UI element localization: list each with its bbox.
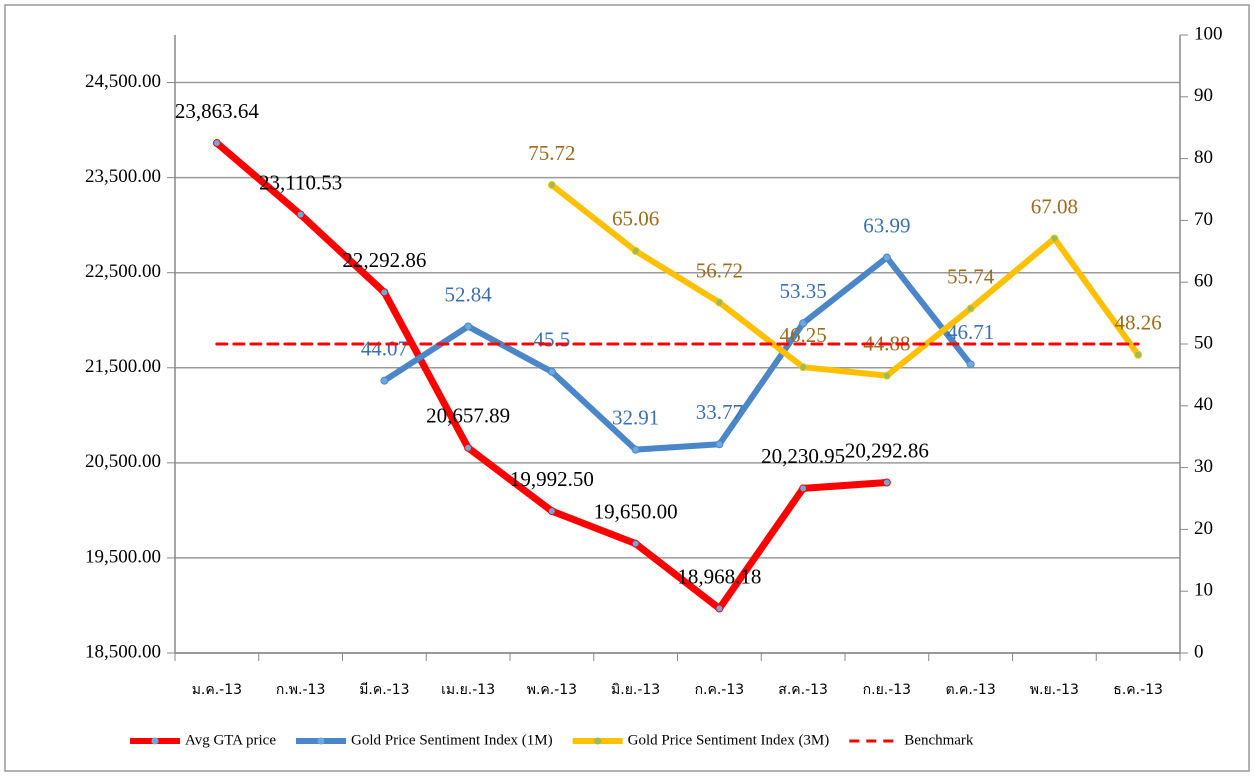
x-tick-label: เม.ย.-13 bbox=[441, 682, 495, 698]
point bbox=[882, 371, 891, 380]
x-tick-label: พ.ย.-13 bbox=[1030, 682, 1079, 698]
y2-tick-label: 40 bbox=[1194, 394, 1213, 415]
legend-label: Benchmark bbox=[904, 732, 974, 748]
point bbox=[715, 298, 724, 307]
x-tick-label: ก.ค.-13 bbox=[695, 682, 745, 698]
y-tick-label: 18,500.00 bbox=[85, 641, 161, 662]
point bbox=[464, 443, 473, 452]
point bbox=[631, 445, 640, 454]
y-tick-label: 23,500.00 bbox=[85, 166, 161, 187]
point bbox=[966, 304, 975, 313]
y-tick-label: 19,500.00 bbox=[85, 546, 161, 567]
y2-tick-label: 20 bbox=[1194, 518, 1213, 539]
point bbox=[882, 478, 891, 487]
data-label: 44.07 bbox=[361, 336, 408, 360]
data-label: 33.77 bbox=[696, 400, 743, 424]
chart-frame bbox=[4, 4, 1250, 772]
data-label: 56.72 bbox=[696, 258, 743, 282]
y2-tick-label: 30 bbox=[1194, 456, 1213, 477]
point bbox=[1050, 234, 1059, 243]
point bbox=[799, 484, 808, 493]
x-tick-label: ม.ค.-13 bbox=[192, 682, 242, 698]
x-tick-label: ธ.ค.-13 bbox=[1113, 682, 1163, 698]
x-tick-label: ก.ย.-13 bbox=[863, 682, 911, 698]
point bbox=[715, 604, 724, 613]
data-label: 52.84 bbox=[445, 282, 493, 306]
y2-tick-label: 60 bbox=[1194, 271, 1213, 292]
x-tick-label: พ.ค.-13 bbox=[527, 682, 577, 698]
point bbox=[296, 210, 305, 219]
point bbox=[464, 322, 473, 331]
y-tick-label: 20,500.00 bbox=[85, 451, 161, 472]
point bbox=[547, 181, 556, 190]
point bbox=[547, 507, 556, 516]
x-tick-label: มิ.ย.-13 bbox=[611, 682, 660, 698]
point bbox=[966, 360, 975, 369]
point bbox=[1134, 350, 1143, 359]
x-tick-label: ต.ค.-13 bbox=[946, 682, 996, 698]
data-label: 20,657.89 bbox=[426, 404, 510, 428]
point bbox=[882, 253, 891, 262]
legend-marker bbox=[594, 737, 602, 745]
y2-tick-label: 0 bbox=[1194, 641, 1204, 662]
x-tick-label: ส.ค.-13 bbox=[778, 682, 828, 698]
legend-label: Avg GTA price bbox=[185, 732, 276, 748]
data-label: 18,968.18 bbox=[677, 564, 761, 588]
data-label: 65.06 bbox=[612, 207, 659, 231]
data-label: 45.5 bbox=[534, 328, 571, 352]
data-label: 23,863.64 bbox=[175, 99, 260, 123]
y2-tick-label: 50 bbox=[1194, 332, 1213, 353]
data-label: 55.74 bbox=[947, 264, 995, 288]
data-label: 19,992.50 bbox=[510, 467, 594, 491]
data-label: 48.26 bbox=[1115, 311, 1162, 335]
y-tick-label: 22,500.00 bbox=[85, 261, 161, 282]
data-label: 20,230.95 bbox=[761, 444, 845, 468]
y-tick-label: 21,500.00 bbox=[85, 356, 161, 377]
data-label: 67.08 bbox=[1031, 194, 1078, 218]
x-tick-label: มี.ค.-13 bbox=[359, 682, 409, 698]
point bbox=[212, 139, 221, 148]
point bbox=[715, 440, 724, 449]
data-label: 63.99 bbox=[863, 213, 910, 237]
point bbox=[380, 288, 389, 297]
point bbox=[547, 367, 556, 376]
y2-tick-label: 100 bbox=[1194, 23, 1223, 44]
legend-label: Gold Price Sentiment Index (1M) bbox=[351, 732, 553, 748]
point bbox=[799, 319, 808, 328]
series-line bbox=[381, 254, 974, 453]
point bbox=[799, 363, 808, 372]
x-tick-label: ก.พ.-13 bbox=[276, 682, 325, 698]
y2-tick-label: 70 bbox=[1194, 209, 1213, 230]
data-label: 19,650.00 bbox=[594, 499, 678, 523]
data-label: 53.35 bbox=[780, 279, 827, 303]
y2-tick-label: 90 bbox=[1194, 85, 1213, 106]
legend-marker bbox=[317, 737, 325, 745]
data-label: 22,292.86 bbox=[342, 248, 426, 272]
data-label: 20,292.86 bbox=[845, 438, 929, 462]
y-tick-label: 24,500.00 bbox=[85, 71, 161, 92]
series-line bbox=[548, 182, 1142, 379]
point bbox=[631, 539, 640, 548]
point bbox=[631, 246, 640, 255]
legend-label: Gold Price Sentiment Index (3M) bbox=[628, 732, 830, 748]
y2-tick-label: 10 bbox=[1194, 580, 1213, 601]
data-label: 75.72 bbox=[528, 141, 575, 165]
data-label: 32.91 bbox=[612, 405, 659, 429]
data-label: 23,110.53 bbox=[259, 170, 342, 194]
point bbox=[380, 376, 389, 385]
y2-tick-label: 80 bbox=[1194, 147, 1213, 168]
legend-marker bbox=[151, 737, 159, 745]
